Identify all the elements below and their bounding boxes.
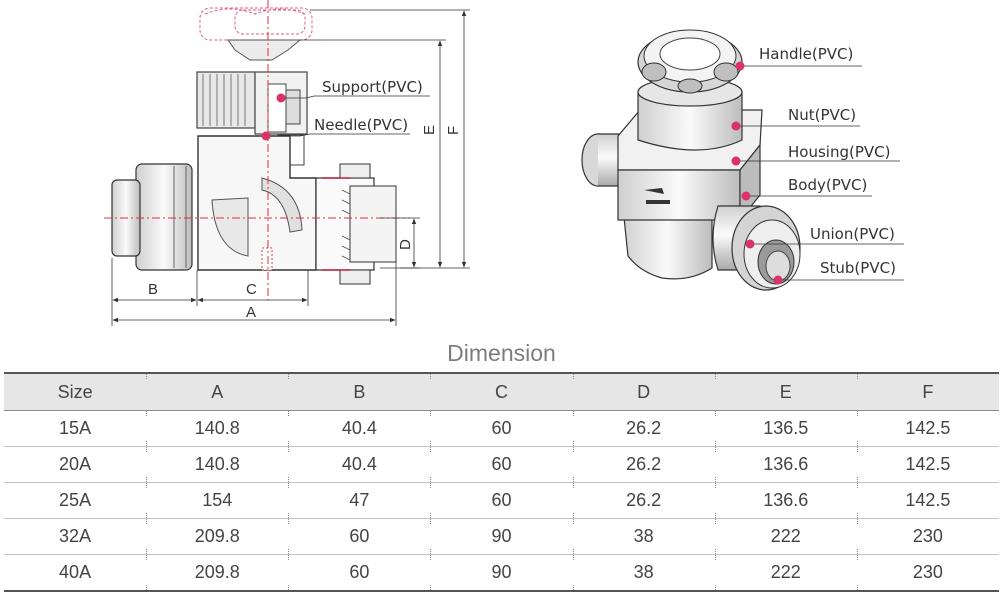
handle-outline (199, 7, 313, 41)
table-cell: 20A (4, 446, 147, 483)
dimension-table: Size A B C D E F 15A 140.8 40.4 60 26.2 … (4, 372, 999, 592)
table-cell: 60 (288, 554, 431, 592)
housing-callout-dot (731, 156, 741, 166)
header-cell: E (714, 372, 857, 411)
table-cell: 230 (856, 554, 999, 592)
dim-mark-b: B (148, 281, 158, 298)
table-row: 40A 209.8 60 90 38 222 230 (4, 554, 999, 592)
flow-arrow-icon (644, 188, 670, 204)
table-cell: 60 (430, 446, 573, 483)
needle-callout-dot (261, 131, 271, 141)
table-cell: 90 (430, 518, 573, 555)
header-cell: A (146, 372, 289, 411)
section-drawing: B C A D E F Support(PVC) Needle(PVC) (104, 0, 470, 326)
header-cell: F (856, 372, 999, 411)
header-cell: D (572, 372, 715, 411)
table-cell: 26.2 (572, 410, 715, 447)
nut-label: Nut(PVC) (788, 106, 856, 124)
table-cell: 222 (714, 518, 857, 555)
union-label: Union(PVC) (810, 225, 895, 243)
table-cell: 40A (4, 554, 147, 592)
table-cell: 209.8 (146, 554, 289, 592)
stub-callout-dot (773, 275, 783, 285)
table-row: 15A 140.8 40.4 60 26.2 136.5 142.5 (4, 410, 999, 447)
table-cell: 60 (288, 518, 431, 555)
diagram-area: B C A D E F Support(PVC) Needle(PVC) (104, 0, 904, 326)
handle-label: Handle(PVC) (759, 45, 853, 63)
table-title: Dimension (447, 340, 556, 366)
nut-callout-dot (731, 121, 741, 131)
handle-callout-dot (735, 61, 745, 71)
centerlines (104, 0, 410, 300)
header-cell: C (430, 372, 573, 411)
table-cell: 140.8 (146, 410, 289, 447)
dim-mark-e: E (421, 125, 438, 135)
table-cell: 25A (4, 482, 147, 519)
table-cell: 140.8 (146, 446, 289, 483)
table-cell: 136.6 (714, 446, 857, 483)
table-cell: 154 (146, 482, 289, 519)
product-drawing: Handle(PVC) Nut(PVC) Housing(PVC) Body(P… (581, 29, 904, 291)
dim-mark-f: F (445, 126, 462, 135)
table-cell: 90 (430, 554, 573, 592)
table-header-row: Size A B C D E F (4, 372, 999, 411)
header-cell: B (288, 372, 431, 411)
table-cell: 38 (572, 554, 715, 592)
table-cell: 230 (856, 518, 999, 555)
header-cell: Size (4, 372, 147, 411)
table-cell: 222 (714, 554, 857, 592)
table-cell: 40.4 (288, 410, 431, 447)
table-cell: 26.2 (572, 446, 715, 483)
table-cell: 60 (430, 482, 573, 519)
nut-outline (196, 71, 256, 129)
support-callout-dot (276, 93, 286, 103)
table-cell: 136.5 (714, 410, 857, 447)
table-cell: 142.5 (856, 482, 999, 519)
table-cell: 15A (4, 410, 147, 447)
table-cell: 40.4 (288, 446, 431, 483)
table-cell: 26.2 (572, 482, 715, 519)
table-cell: 38 (572, 518, 715, 555)
table-cell: 142.5 (856, 446, 999, 483)
housing-label: Housing(PVC) (788, 143, 890, 161)
dim-mark-a: A (246, 304, 256, 321)
dim-mark-d: D (397, 239, 414, 250)
dimension-section: Dimension Size A B C D E F 15A 140.8 40.… (4, 330, 999, 592)
table-row: 25A 154 47 60 26.2 136.6 142.5 (4, 482, 999, 519)
stub-label: Stub(PVC) (820, 259, 896, 277)
body-callout-dot (741, 191, 751, 201)
dim-mark-c: C (246, 281, 257, 298)
table-cell: 209.8 (146, 518, 289, 555)
union-callout-dot (745, 239, 755, 249)
valve-diagram-svg: B C A D E F Support(PVC) Needle(PVC) (104, 0, 904, 326)
table-cell: 32A (4, 518, 147, 555)
table-cell: 142.5 (856, 410, 999, 447)
table-cell: 60 (430, 410, 573, 447)
needle-label: Needle(PVC) (314, 116, 408, 134)
body-label: Body(PVC) (788, 176, 867, 194)
support-label: Support(PVC) (322, 78, 423, 96)
table-cell: 136.6 (714, 482, 857, 519)
table-cell: 47 (288, 482, 431, 519)
table-row: 20A 140.8 40.4 60 26.2 136.6 142.5 (4, 446, 999, 483)
table-row: 32A 209.8 60 90 38 222 230 (4, 518, 999, 555)
